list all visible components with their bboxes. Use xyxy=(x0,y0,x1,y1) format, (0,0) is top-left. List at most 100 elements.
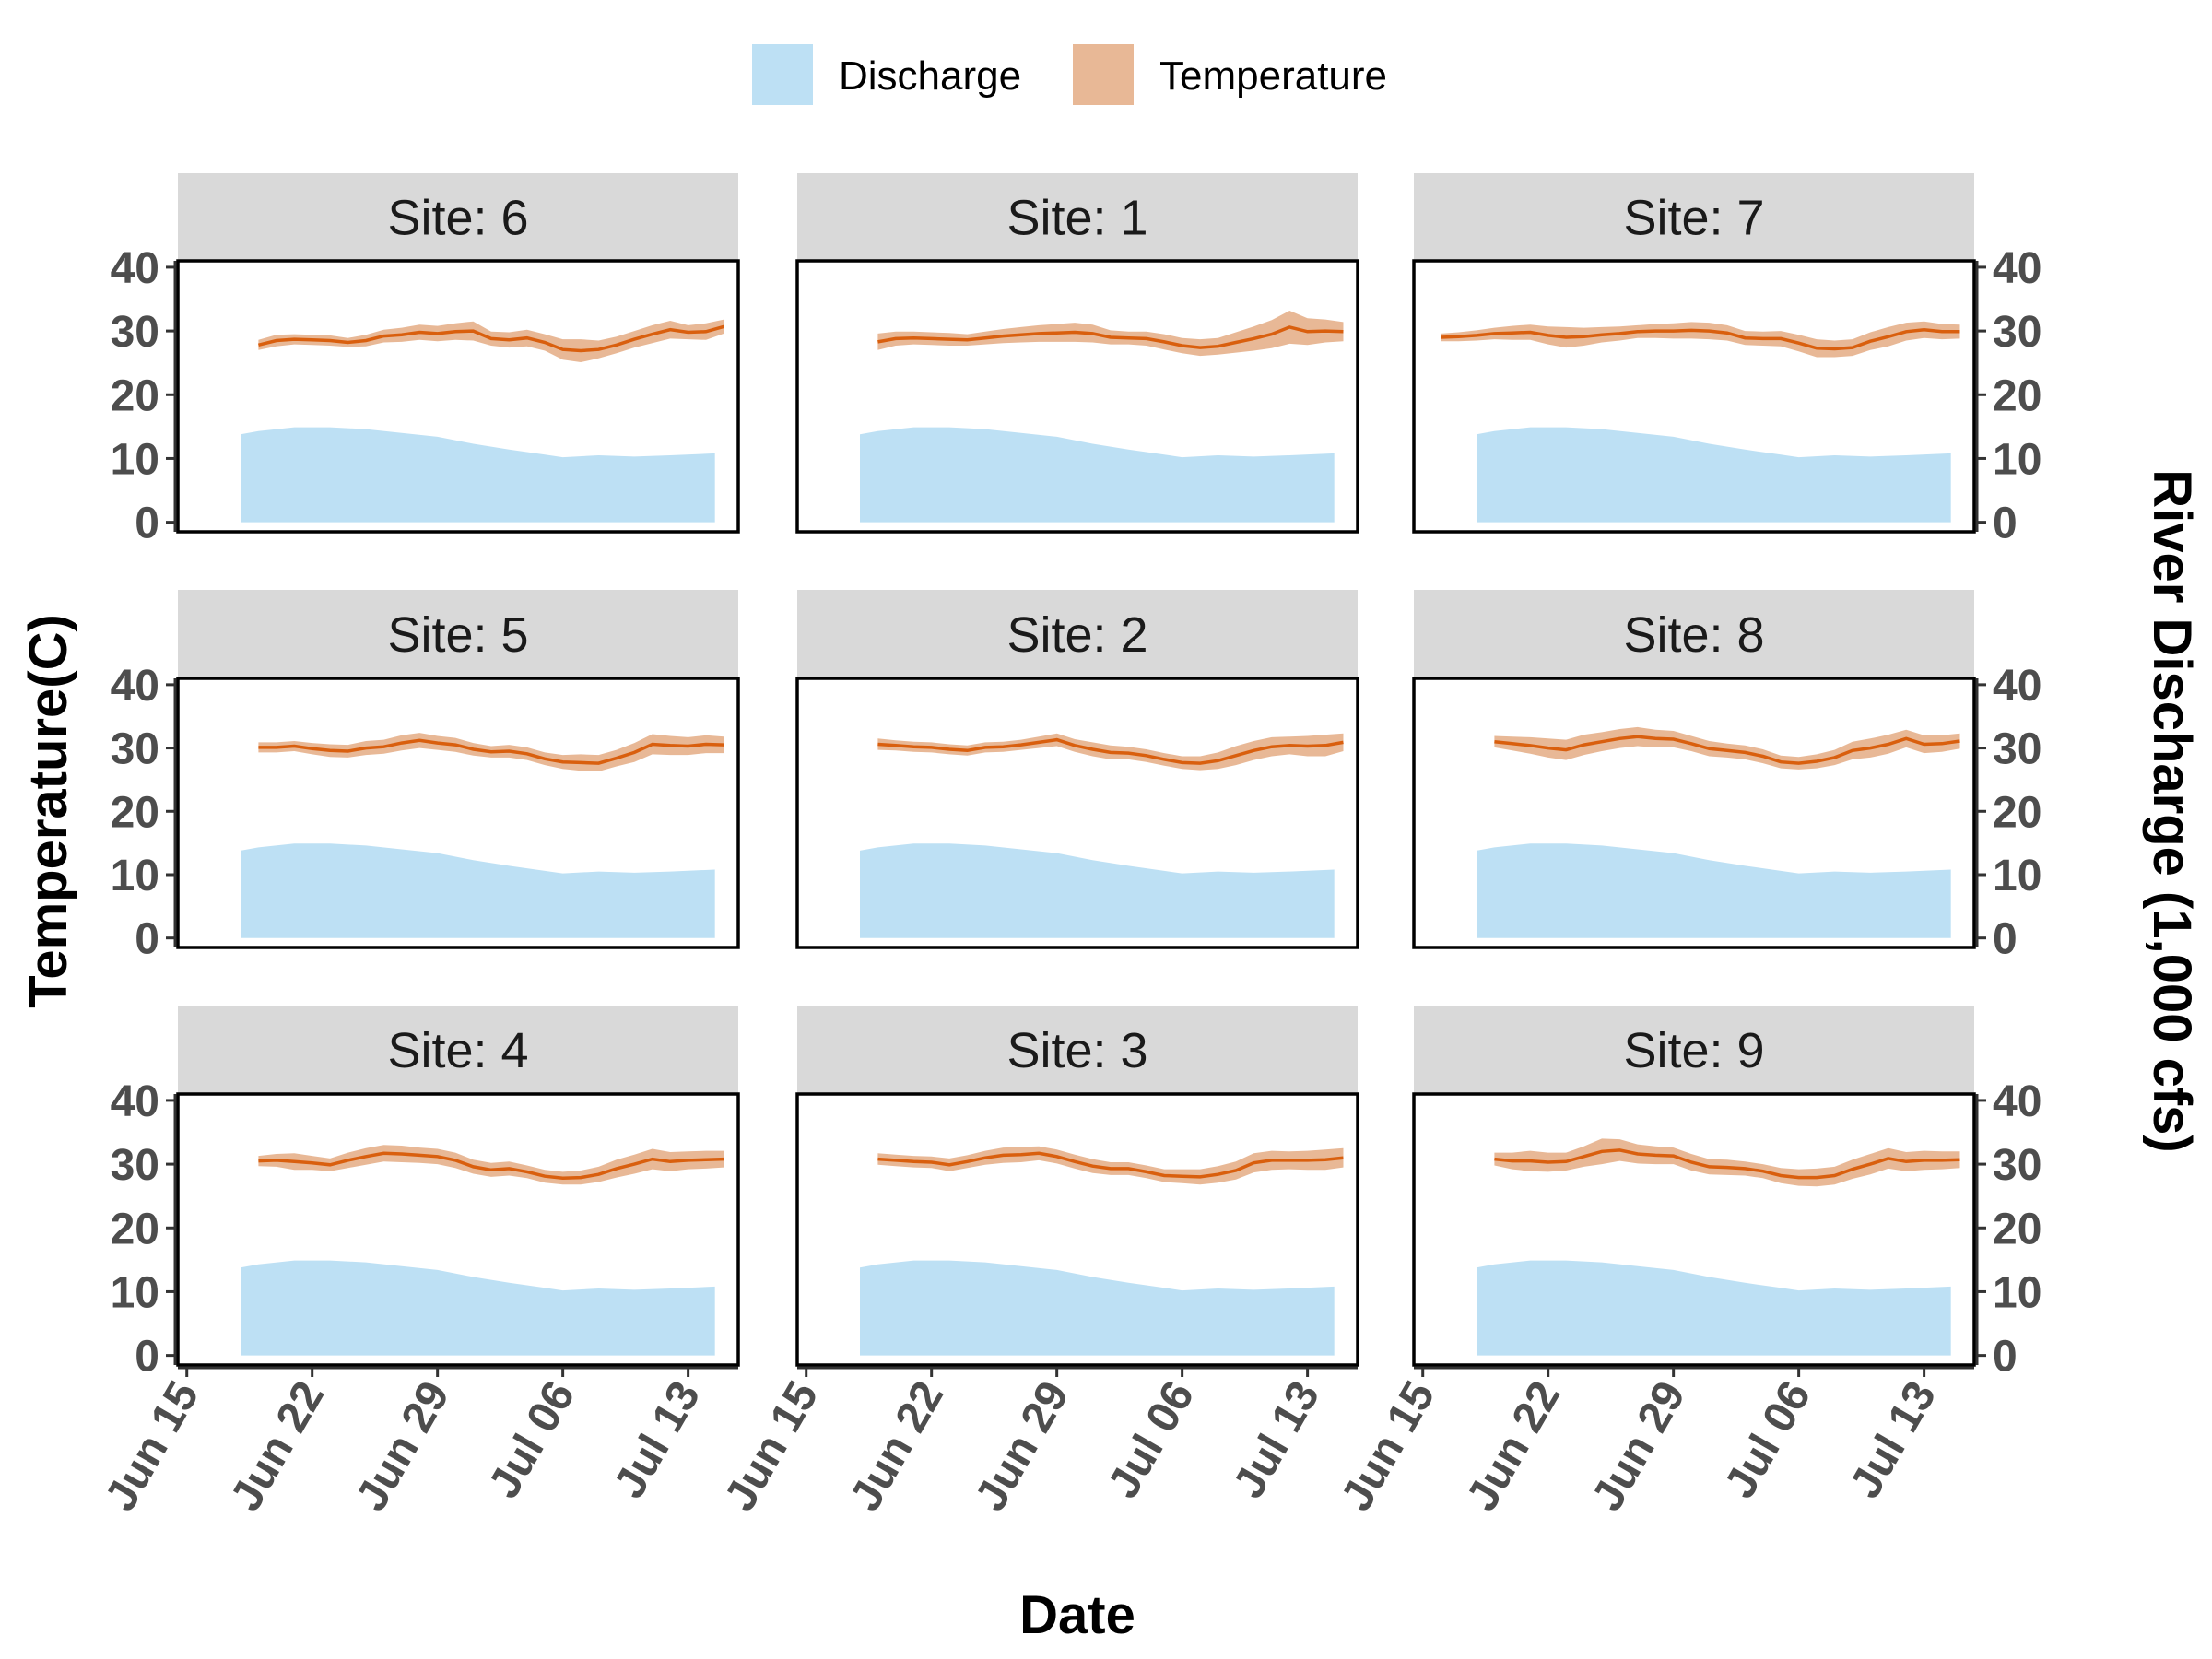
legend-label-temperature: Temperature xyxy=(1159,53,1387,99)
y-tick-label: 10 xyxy=(111,435,159,484)
strip-label: Site: 8 xyxy=(1623,607,1764,663)
discharge-area xyxy=(860,427,1335,523)
x-axis-title: Date xyxy=(1019,1585,1135,1645)
x-tick-label: Jul 06 xyxy=(1715,1373,1820,1506)
discharge-area xyxy=(860,1260,1335,1356)
y-tick-label: 30 xyxy=(1993,308,2041,357)
legend-label-discharge: Discharge xyxy=(839,53,1021,99)
x-tick-label: Jun 15 xyxy=(96,1373,208,1519)
panel-border xyxy=(176,677,740,949)
y-tick-label: 20 xyxy=(111,1205,159,1253)
y-tick-label: 10 xyxy=(111,852,159,900)
strip-background xyxy=(178,590,738,678)
panel-site-1: Site: 1 xyxy=(795,173,1359,534)
y-tick-label: 10 xyxy=(1993,852,2041,900)
y-tick-label: 40 xyxy=(1993,244,2041,293)
panels: Site: 6 Site: 1 Site: 7 Site: 5 Site: 2 Site:… xyxy=(176,173,1976,1367)
strip-background xyxy=(797,1006,1358,1094)
y-tick-label: 20 xyxy=(111,788,159,837)
strip-label: Site: 3 xyxy=(1006,1023,1147,1078)
strip-background xyxy=(1414,173,1974,261)
temperature-line xyxy=(877,325,1344,349)
y-tick-label: 40 xyxy=(111,244,159,293)
temperature-line xyxy=(258,738,724,765)
y-tick-label: 0 xyxy=(135,500,159,548)
panel-border xyxy=(176,259,740,534)
y-tick-label: 30 xyxy=(1993,725,2041,774)
discharge-area xyxy=(1477,843,1951,938)
y-tick-label: 10 xyxy=(1993,1268,2041,1317)
y-tick-label: 20 xyxy=(1993,371,2041,420)
panel-site-3: Site: 3 xyxy=(795,1006,1359,1367)
y-tick-label: 40 xyxy=(111,662,159,711)
panel-border xyxy=(1412,1092,1976,1367)
temperature-line xyxy=(877,1151,1344,1179)
y-tick-label: 20 xyxy=(1993,788,2041,837)
x-tick-label: Jul 06 xyxy=(1099,1373,1204,1506)
y-axis-left-row-3: 0 10 20 30 40 xyxy=(111,1077,177,1382)
temperature-ribbon xyxy=(1494,726,1960,770)
x-axis-col-2: Jun 15 Jun 22 Jun 29 Jul 06 Jul 13 xyxy=(715,1366,1358,1519)
y-tick-label: 30 xyxy=(111,308,159,357)
y-axis-left-title: Temperature(C) xyxy=(18,614,78,1008)
y-tick-label: 20 xyxy=(1993,1205,2041,1253)
x-tick-label: Jun 22 xyxy=(841,1373,953,1519)
x-tick-label: Jun 22 xyxy=(1457,1373,1570,1519)
y-tick-label: 20 xyxy=(111,371,159,420)
panel-site-9: Site: 9 xyxy=(1412,1006,1976,1367)
x-tick-label: Jun 29 xyxy=(1583,1373,1695,1519)
temperature-line xyxy=(1494,735,1960,765)
x-axis-col-3: Jun 15 Jun 22 Jun 29 Jul 06 Jul 13 xyxy=(1332,1366,1974,1519)
y-axis-right-row-1: 0 10 20 30 40 xyxy=(1975,244,2041,548)
strip-background xyxy=(1414,1006,1974,1094)
x-tick-label: Jul 13 xyxy=(1224,1373,1329,1506)
panel-site-7: Site: 7 xyxy=(1412,173,1976,534)
panel-border xyxy=(795,259,1359,534)
y-tick-label: 30 xyxy=(1993,1141,2041,1190)
y-tick-label: 30 xyxy=(111,725,159,774)
y-tick-label: 0 xyxy=(1993,1333,2018,1382)
strip-label: Site: 4 xyxy=(387,1023,528,1078)
x-axis-col-1: Jun 15 Jun 22 Jun 29 Jul 06 Jul 13 xyxy=(96,1366,738,1519)
panel-border xyxy=(1412,259,1976,534)
panel-border xyxy=(795,677,1359,949)
discharge-area xyxy=(241,843,715,938)
y-tick-label: 10 xyxy=(1993,435,2041,484)
x-tick-label: Jun 22 xyxy=(221,1373,334,1519)
panel-site-5: Site: 5 xyxy=(176,590,740,949)
strip-background xyxy=(1414,590,1974,678)
strip-background xyxy=(178,1006,738,1094)
x-tick-label: Jul 13 xyxy=(1841,1373,1946,1506)
temperature-line xyxy=(257,324,724,353)
panel-border xyxy=(1412,677,1976,949)
discharge-area xyxy=(860,843,1335,938)
temperature-line xyxy=(258,1151,724,1181)
x-tick-label: Jul 13 xyxy=(605,1373,710,1506)
strip-background xyxy=(797,173,1358,261)
y-tick-label: 40 xyxy=(111,1077,159,1126)
temperature-ribbon xyxy=(258,319,724,362)
x-tick-label: Jun 15 xyxy=(1332,1373,1444,1519)
y-tick-label: 0 xyxy=(1993,915,2018,964)
strip-label: Site: 2 xyxy=(1006,607,1147,663)
x-tick-label: Jul 06 xyxy=(479,1373,584,1506)
y-tick-label: 40 xyxy=(1993,1077,2041,1126)
x-tick-label: Jun 29 xyxy=(347,1373,459,1519)
panel-site-4: Site: 4 xyxy=(176,1006,740,1367)
strip-label: Site: 5 xyxy=(387,607,528,663)
strip-background xyxy=(797,590,1358,678)
strip-label: Site: 7 xyxy=(1623,191,1764,246)
y-tick-label: 0 xyxy=(135,1333,159,1382)
y-axis-right-row-2: 0 10 20 30 40 xyxy=(1975,662,2041,964)
x-tick-label: Jun 29 xyxy=(966,1373,1078,1519)
y-axis-right-row-3: 0 10 20 30 40 xyxy=(1975,1077,2041,1382)
temperature-line xyxy=(1494,1148,1960,1180)
temperature-line xyxy=(1441,327,1960,351)
y-axis-right-title: River Discharge (1,000 cfs) xyxy=(2142,469,2202,1152)
strip-label: Site: 6 xyxy=(387,191,528,246)
strip-label: Site: 1 xyxy=(1006,191,1147,246)
discharge-area xyxy=(1477,427,1951,523)
y-axis-left-row-2: 0 10 20 30 40 xyxy=(111,662,177,964)
x-tick-label: Jun 15 xyxy=(715,1373,828,1519)
